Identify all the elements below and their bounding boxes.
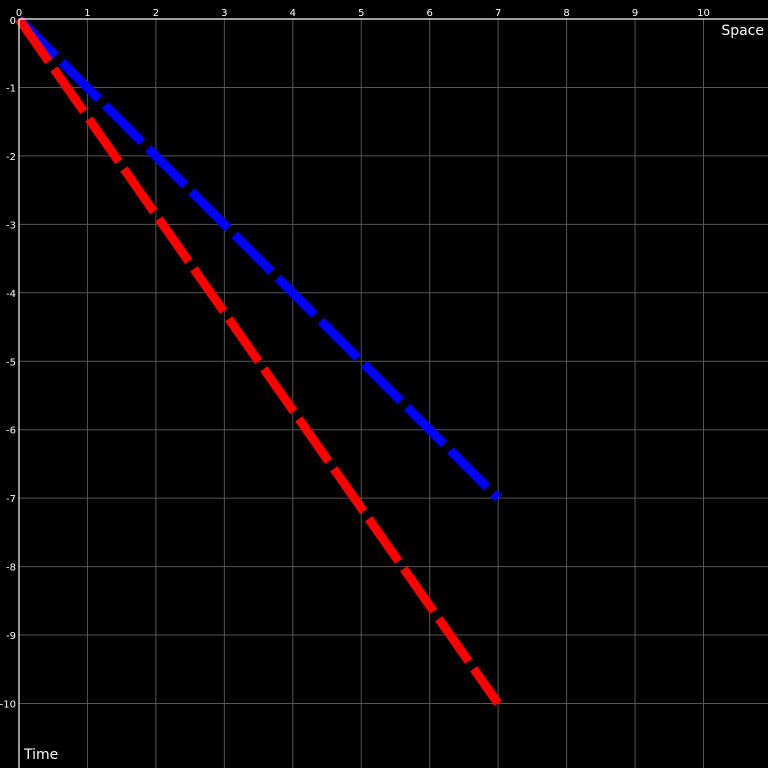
y-tick-label: -10 [0, 700, 16, 711]
y-tick-label: -8 [6, 563, 16, 574]
x-tick-label: 10 [697, 8, 710, 19]
x-tick-label: 4 [290, 8, 296, 19]
x-tick-label: 5 [358, 8, 364, 19]
x-tick-label: 1 [84, 8, 90, 19]
x-tick-label: 7 [495, 8, 501, 19]
y-tick-label: -9 [6, 631, 16, 642]
series-line-1 [15, 15, 502, 502]
x-tick-label: 3 [221, 8, 227, 19]
axes [18, 18, 768, 768]
y-tick-label: -3 [6, 220, 16, 231]
y-tick-label: -4 [6, 289, 16, 300]
grid [19, 19, 768, 768]
x-tick-label: 2 [153, 8, 159, 19]
y-tick-label: -7 [6, 494, 16, 505]
series-line-2 [15, 16, 502, 707]
x-tick-label: 6 [427, 8, 433, 19]
y-tick-label: -6 [6, 426, 16, 437]
y-tick-label: 0 [10, 16, 16, 27]
x-tick-label: 8 [563, 8, 569, 19]
x-tick-label: 9 [632, 8, 638, 19]
y-axis-title: Time [23, 747, 58, 763]
x-axis-title: Space [721, 23, 764, 39]
y-tick-label: -1 [6, 83, 16, 94]
tick-labels: 0 1 2 3 4 5 6 7 8 9 10 0 -1 -2 -3 -4 -5 -6 -7 -8 -9 -10 [0, 8, 710, 711]
series-group [15, 15, 502, 707]
y-tick-label: -2 [6, 152, 16, 163]
x-tick-label: 0 [16, 8, 22, 19]
y-tick-label: -5 [6, 357, 16, 368]
